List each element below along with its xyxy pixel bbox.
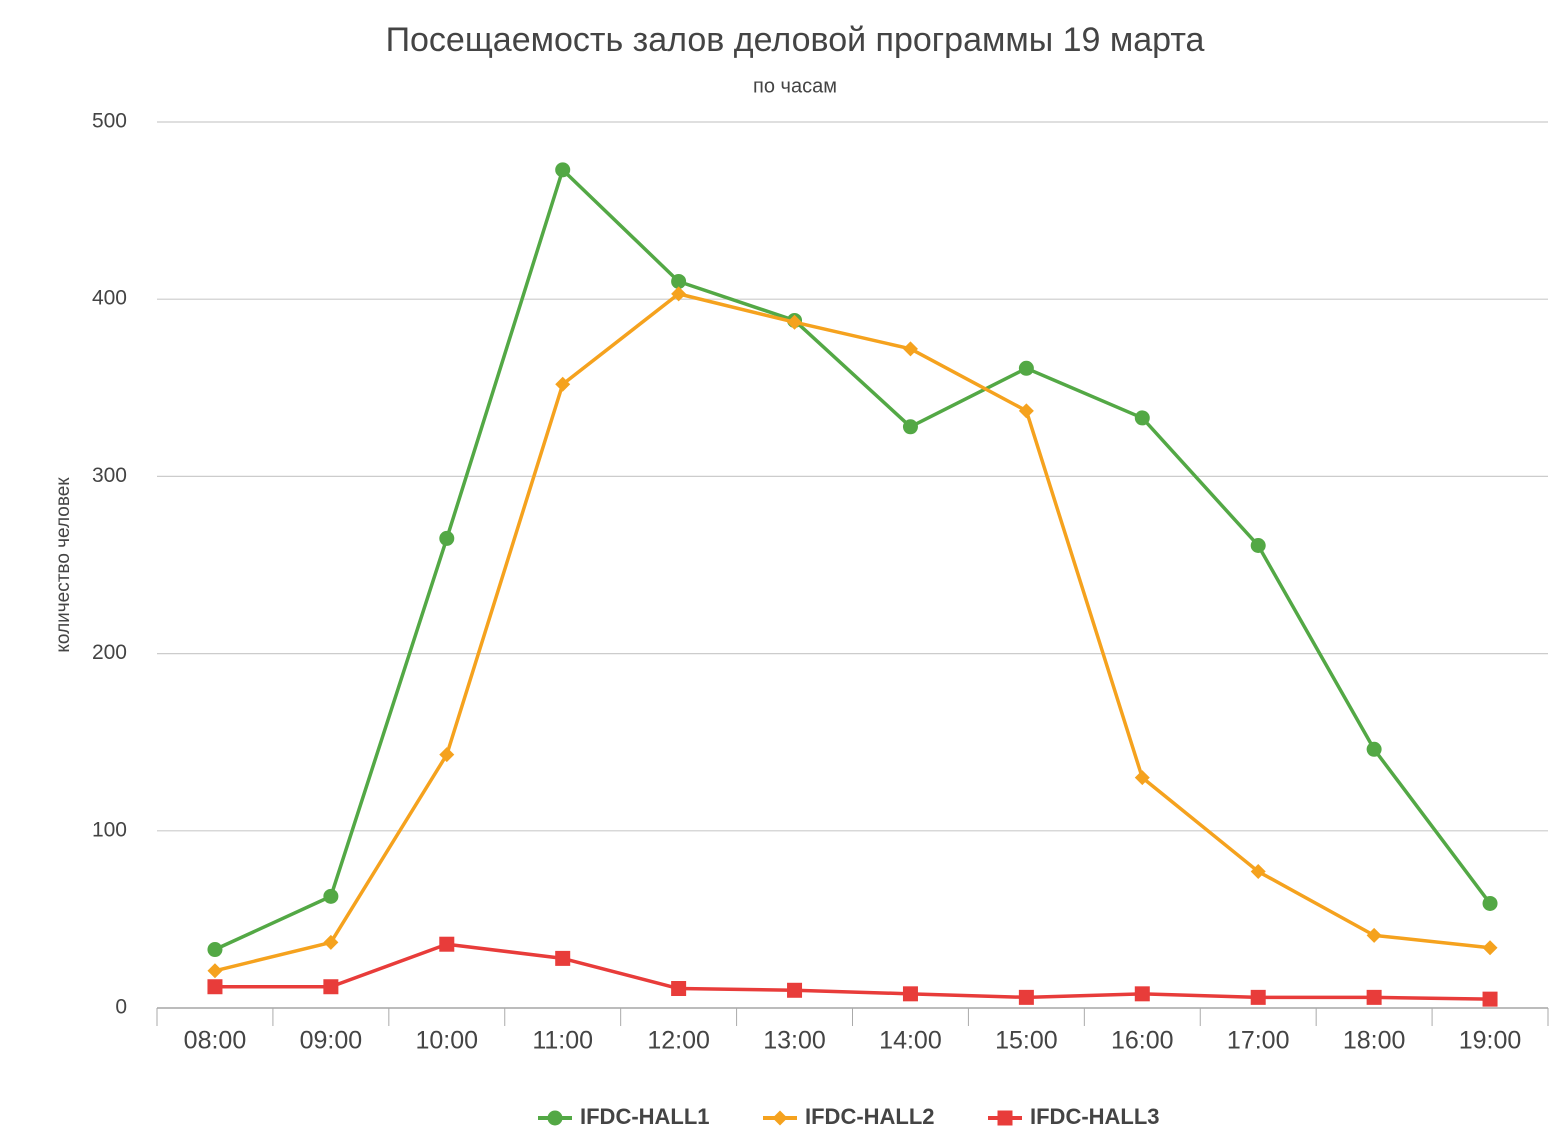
data-point [1134, 410, 1150, 426]
data-point [1482, 940, 1498, 956]
series-line [214, 168, 1492, 952]
x-tick-label: 13:00 [763, 1027, 826, 1055]
x-tick-label: 09:00 [300, 1027, 363, 1055]
data-point [1134, 770, 1150, 786]
chart-title: Посещаемость залов деловой программы 19 … [386, 21, 1205, 59]
legend-label: IFDC-HALL3 [1030, 1104, 1160, 1129]
y-axis-label: количество человек [53, 477, 74, 653]
data-point [671, 981, 687, 997]
data-point [439, 530, 455, 546]
data-point [555, 162, 571, 178]
data-point [1366, 741, 1382, 757]
data-point [1250, 538, 1266, 554]
data-point [439, 936, 455, 952]
data-point [902, 419, 918, 435]
legend-label: IFDC-HALL2 [805, 1104, 935, 1129]
x-tick-label: 17:00 [1227, 1027, 1290, 1055]
data-point [555, 376, 571, 392]
series-line [214, 292, 1491, 973]
data-point [207, 942, 223, 958]
chart-subtitle: по часам [753, 75, 837, 97]
data-point [1134, 986, 1150, 1002]
data-point [787, 982, 803, 998]
y-tick-label: 300 [92, 464, 127, 487]
data-point [323, 934, 339, 950]
series-line [214, 942, 1491, 1001]
data-point [1482, 991, 1498, 1007]
data-point [671, 286, 687, 302]
data-point [671, 273, 687, 289]
x-tick-label: 16:00 [1111, 1027, 1174, 1055]
data-point [1018, 360, 1034, 376]
x-tick-label: 12:00 [647, 1027, 710, 1055]
data-point [1018, 989, 1034, 1005]
data-point [439, 747, 455, 763]
x-tick-label: 18:00 [1343, 1027, 1406, 1055]
data-point [323, 888, 339, 904]
legend-marker [772, 1110, 788, 1126]
x-tick-label: 08:00 [184, 1027, 247, 1055]
x-tick-label: 10:00 [416, 1027, 479, 1055]
legend-marker [997, 1110, 1013, 1126]
y-tick-label: 400 [92, 287, 127, 310]
data-point [1366, 989, 1382, 1005]
data-point [902, 341, 918, 357]
data-point [787, 314, 803, 330]
y-tick-label: 200 [92, 641, 127, 664]
y-tick-label: 500 [92, 110, 127, 133]
x-tick-label: 11:00 [532, 1027, 593, 1055]
data-point [323, 979, 339, 995]
x-tick-label: 15:00 [995, 1027, 1058, 1055]
x-tick-label: 14:00 [879, 1027, 942, 1055]
legend-label: IFDC-HALL1 [580, 1104, 710, 1129]
y-tick-label: 100 [92, 818, 127, 841]
data-point [1250, 864, 1266, 880]
data-point [1482, 895, 1498, 911]
data-point [555, 950, 571, 966]
data-point [1366, 927, 1382, 943]
data-point [1250, 989, 1266, 1005]
data-point [1018, 403, 1034, 419]
data-point [207, 979, 223, 995]
y-tick-label: 0 [115, 996, 127, 1019]
data-point [902, 986, 918, 1002]
data-point [207, 963, 223, 979]
x-tick-label: 19:00 [1459, 1027, 1522, 1055]
legend-marker [547, 1110, 563, 1126]
